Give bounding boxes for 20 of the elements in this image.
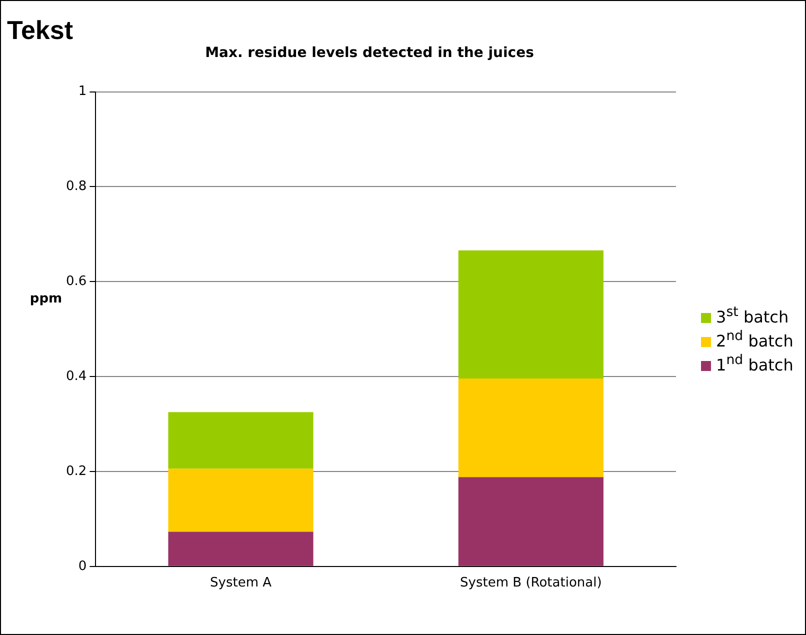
text: Tekst: [7, 15, 73, 46]
bar: [168, 468, 314, 532]
bar: [458, 477, 604, 566]
bar: [458, 378, 604, 478]
y-axis-title: ppm: [30, 291, 62, 306]
chart-title: Max. residue levels detected in the juices: [205, 45, 534, 62]
y-tick-label: 0.8: [66, 179, 87, 194]
y-tick-label: 0.6: [66, 274, 87, 290]
y-tick-label: 1: [78, 84, 87, 100]
legend-label: 3$^{st}$ batch: [715, 304, 790, 326]
y-tick-label: 0.4: [66, 368, 87, 384]
bar: [458, 250, 604, 378]
bar: [168, 532, 314, 566]
legend-label: 2$^{nd}$ batch: [715, 328, 794, 350]
bar: [168, 412, 314, 469]
legend-label: 1$^{nd}$ batch: [715, 352, 794, 374]
y-tick-label: 0.2: [66, 464, 87, 479]
y-tick-label: 0: [78, 558, 87, 574]
x-tick-label: System B (Rotational): [460, 576, 602, 591]
x-tick-label: System A: [210, 576, 272, 591]
